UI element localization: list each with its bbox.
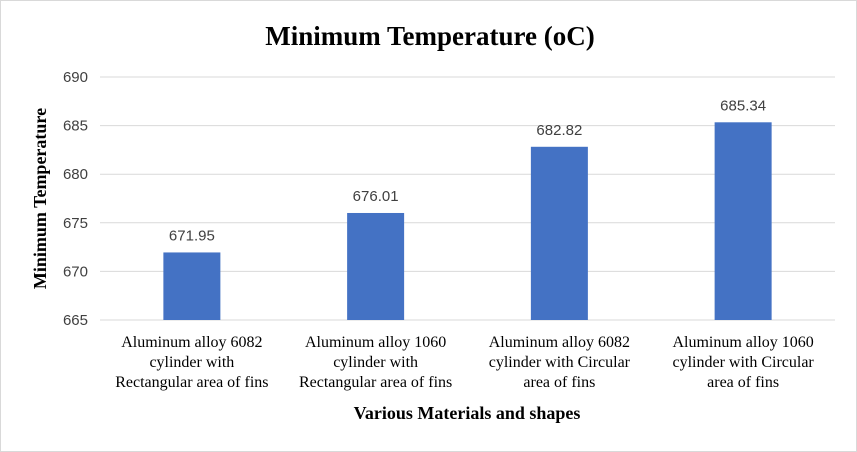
data-label: 685.34: [720, 97, 766, 114]
data-label: 682.82: [536, 122, 582, 139]
bar: [714, 122, 772, 320]
y-tick-label: 685: [63, 118, 88, 135]
x-category-label: Aluminum alloy 6082 cylinder with Rectangu…: [115, 334, 268, 391]
y-tick-label: 680: [63, 166, 88, 183]
y-tick-label: 690: [63, 69, 88, 86]
chart-title: Minimum Temperature (oC): [265, 21, 594, 51]
data-labels: 671.95 676.01 682.82 685.34: [169, 97, 766, 244]
x-category-label: Aluminum alloy 6082 cylinder with Circula…: [489, 334, 631, 391]
y-axis-title: Minimum Temperature: [30, 108, 50, 289]
y-tick-label: 665: [63, 312, 88, 329]
y-axis-ticks: 665 670 675 680 685 690: [63, 69, 88, 329]
data-label: 671.95: [169, 227, 215, 244]
y-tick-label: 670: [63, 263, 88, 280]
x-axis-title: Various Materials and shapes: [354, 403, 581, 423]
x-category-label: Aluminum alloy 1060 cylinder with Rectangu…: [299, 334, 452, 391]
y-tick-label: 675: [63, 215, 88, 232]
bars: [163, 122, 772, 320]
bar: [163, 252, 221, 320]
x-category-label: Aluminum alloy 1060 cylinder with Circula…: [672, 334, 814, 391]
bar: [347, 212, 405, 320]
gridlines: [100, 76, 835, 321]
data-label: 676.01: [353, 188, 399, 205]
bar: [530, 146, 588, 320]
x-axis-categories: Aluminum alloy 6082 cylinder with Rectangu…: [115, 334, 814, 391]
